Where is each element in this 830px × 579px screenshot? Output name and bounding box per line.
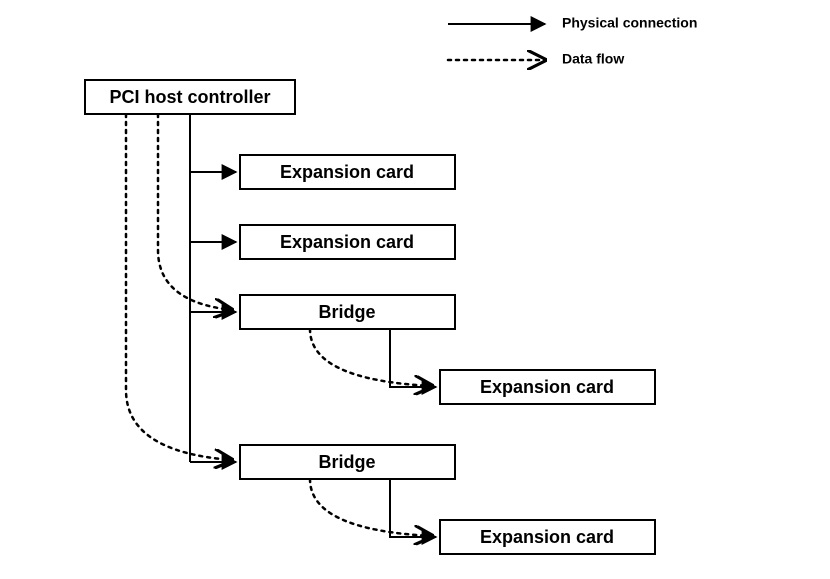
node-exp3-label: Expansion card (480, 377, 614, 397)
legend: Physical connection Data flow (448, 15, 697, 67)
legend-dataflow-label: Data flow (562, 51, 624, 67)
legend-physical-label: Physical connection (562, 15, 697, 31)
edge-bridge2-exp4 (390, 479, 436, 537)
node-exp4: Expansion card (440, 520, 655, 554)
node-exp3: Expansion card (440, 370, 655, 404)
flow-bridge1-exp3 (310, 329, 432, 386)
node-exp2-label: Expansion card (280, 232, 414, 252)
node-bridge1: Bridge (240, 295, 455, 329)
flow-host-bridge1 (158, 114, 232, 310)
node-exp4-label: Expansion card (480, 527, 614, 547)
node-exp1-label: Expansion card (280, 162, 414, 182)
node-bridge2: Bridge (240, 445, 455, 479)
node-host-label: PCI host controller (109, 87, 270, 107)
flow-host-bridge2 (126, 114, 232, 460)
node-host: PCI host controller (85, 80, 295, 114)
pci-topology-diagram: Physical connection Data flow PCI host c (0, 0, 830, 579)
node-bridge1-label: Bridge (318, 302, 375, 322)
node-exp2: Expansion card (240, 225, 455, 259)
edge-bridge1-exp3 (390, 329, 436, 387)
flow-bridge2-exp4 (310, 479, 432, 536)
node-exp1: Expansion card (240, 155, 455, 189)
node-bridge2-label: Bridge (318, 452, 375, 472)
